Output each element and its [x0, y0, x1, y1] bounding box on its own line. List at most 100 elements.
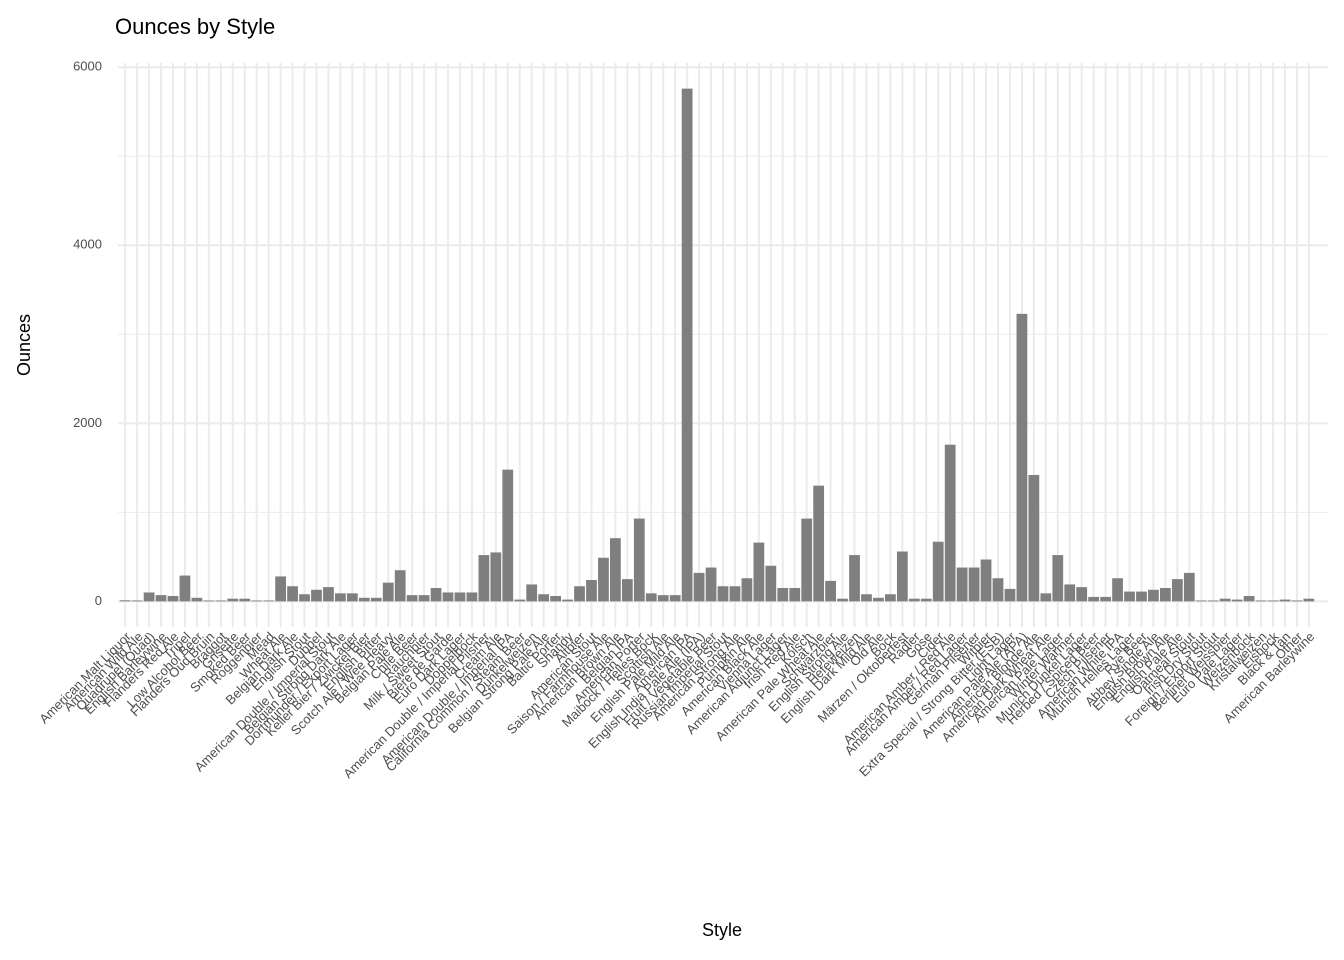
bar: [1016, 313, 1028, 602]
bar: [873, 597, 884, 602]
bar: [430, 588, 442, 602]
bar: [992, 578, 1004, 602]
bar: [143, 592, 155, 602]
bar: [442, 592, 454, 602]
bar: [1112, 578, 1123, 602]
bar: [1279, 599, 1291, 602]
bar: [418, 595, 430, 602]
bar: [1171, 579, 1183, 602]
bar: [1219, 598, 1231, 602]
bar: [502, 469, 514, 602]
bar: [1231, 599, 1243, 602]
chart-title: Ounces by Style: [115, 14, 275, 39]
bar: [358, 597, 370, 602]
bar: [741, 578, 753, 602]
bar: [227, 598, 239, 602]
bar: [621, 579, 633, 602]
bar: [323, 587, 334, 602]
bar: [263, 600, 275, 602]
bar: [1028, 474, 1040, 602]
bar: [155, 595, 167, 602]
bar: [466, 592, 478, 602]
bar: [131, 600, 143, 602]
bar: [370, 597, 382, 602]
bar: [1303, 598, 1315, 602]
y-tick-label: 4000: [73, 237, 102, 252]
bar: [1148, 589, 1159, 602]
bar: [335, 593, 346, 602]
bar: [777, 588, 789, 602]
bar: [550, 596, 561, 602]
bar: [920, 598, 932, 602]
bar: [681, 88, 693, 602]
bar: [167, 596, 179, 602]
x-axis-label: Style: [702, 920, 742, 940]
bar: [1052, 555, 1064, 602]
bar: [837, 598, 848, 602]
bar: [478, 555, 490, 602]
bar: [633, 518, 645, 602]
bar: [932, 541, 944, 602]
bar: [538, 594, 550, 602]
bar: [406, 595, 418, 602]
bar: [1064, 584, 1076, 602]
bar: [1267, 600, 1279, 602]
bar: [1100, 596, 1111, 602]
bar: [669, 595, 681, 602]
bar: [657, 595, 669, 602]
bar: [275, 576, 286, 602]
bar: [215, 600, 227, 602]
bar: [562, 599, 573, 602]
bar: [896, 551, 908, 602]
bar: [1207, 600, 1219, 602]
bar: [1136, 591, 1147, 602]
bar: [1040, 593, 1052, 602]
bar: [526, 584, 538, 602]
bar: [251, 600, 263, 602]
bar: [287, 586, 298, 602]
bar: [586, 580, 597, 602]
bar: [1076, 587, 1088, 602]
bar: [705, 567, 717, 602]
bar: [598, 557, 609, 602]
bar: [179, 575, 191, 602]
bar: [645, 593, 657, 602]
bar: [382, 582, 394, 602]
y-axis-label: Ounces: [14, 314, 34, 376]
bar: [980, 559, 992, 602]
bar: [861, 594, 872, 602]
bar: [1291, 600, 1303, 602]
bar: [490, 552, 502, 602]
bar: [574, 586, 585, 602]
bar: [789, 588, 801, 602]
bar: [1124, 591, 1135, 602]
bar: [394, 570, 406, 602]
bar: [239, 598, 251, 602]
bar: [729, 586, 741, 602]
bar: [908, 598, 920, 602]
bar: [968, 567, 980, 602]
bar: [1195, 600, 1207, 602]
bar: [1160, 588, 1171, 602]
bar: [311, 589, 322, 602]
bar: [885, 594, 896, 602]
bar: [801, 518, 813, 602]
bar: [346, 593, 358, 602]
bar: [849, 555, 860, 602]
bar: [765, 565, 777, 602]
y-tick-label: 2000: [73, 415, 102, 430]
bar: [610, 538, 621, 602]
y-tick-label: 6000: [73, 59, 102, 74]
bar: [1183, 572, 1195, 602]
bar: [1004, 588, 1016, 602]
bar: [203, 600, 215, 602]
bar: [717, 586, 729, 602]
bar: [119, 600, 131, 602]
bar: [825, 580, 836, 602]
bar: [1088, 596, 1100, 602]
y-tick-label: 0: [95, 593, 102, 608]
bar: [1243, 596, 1255, 602]
bar: [956, 567, 968, 602]
bar: [813, 485, 825, 602]
